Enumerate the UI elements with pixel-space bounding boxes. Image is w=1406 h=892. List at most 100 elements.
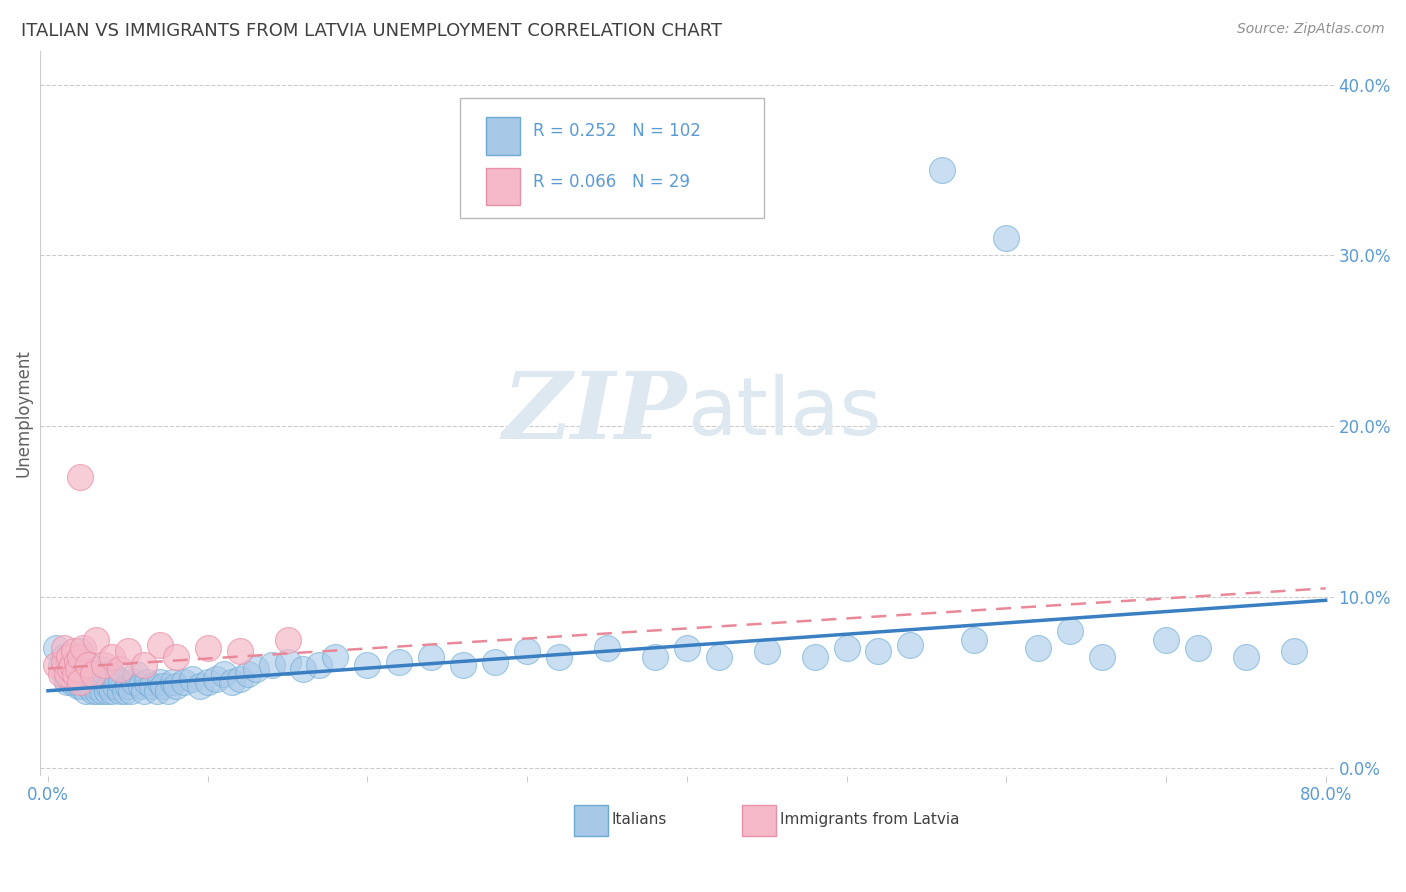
Point (69, 675, 91, 690)
Point (90, 661, 112, 675)
Point (152, 679, 174, 693)
Point (162, 675, 184, 690)
Point (117, 679, 139, 693)
Point (145, 683, 167, 698)
Point (165, 679, 187, 693)
Text: ZIP: ZIP (502, 368, 686, 458)
Point (101, 683, 124, 698)
Point (77, 658, 100, 673)
Point (276, 632, 298, 647)
Point (60, 675, 83, 690)
Text: atlas: atlas (686, 375, 882, 452)
Point (62, 644, 84, 658)
Point (60, 658, 83, 673)
Point (80, 666, 103, 681)
Point (69, 658, 91, 673)
Point (84, 679, 107, 693)
Text: R = 0.066   N = 29: R = 0.066 N = 29 (533, 173, 690, 191)
Point (52, 649, 75, 664)
Point (132, 658, 155, 673)
Point (108, 683, 131, 698)
Point (149, 675, 172, 690)
Point (308, 658, 330, 673)
Point (141, 679, 163, 693)
Point (52, 655, 75, 669)
Point (59, 649, 82, 664)
Point (58, 666, 80, 681)
Point (149, 638, 172, 652)
Point (707, 649, 730, 664)
Point (59, 661, 82, 675)
Point (73, 675, 96, 690)
Point (58, 649, 80, 664)
Point (69, 470, 91, 484)
Point (180, 672, 202, 686)
Point (835, 641, 858, 656)
Point (104, 679, 127, 693)
Point (82, 683, 104, 698)
Point (101, 666, 124, 681)
Point (62, 649, 84, 664)
Point (93, 675, 115, 690)
Point (644, 649, 666, 664)
Point (204, 672, 226, 686)
Point (1059, 624, 1081, 638)
Point (276, 655, 298, 669)
Point (96, 683, 118, 698)
FancyBboxPatch shape (742, 805, 776, 836)
Point (963, 632, 986, 647)
Point (129, 679, 152, 693)
Point (221, 675, 243, 690)
Point (1154, 632, 1177, 647)
Point (1187, 641, 1209, 656)
Point (75, 683, 97, 698)
FancyBboxPatch shape (486, 168, 520, 205)
Point (516, 644, 538, 658)
Point (675, 641, 697, 656)
Point (93, 658, 115, 673)
Point (125, 666, 148, 681)
Point (197, 641, 219, 656)
Point (77, 672, 100, 686)
Text: ITALIAN VS IMMIGRANTS FROM LATVIA UNEMPLOYMENT CORRELATION CHART: ITALIAN VS IMMIGRANTS FROM LATVIA UNEMPL… (21, 22, 723, 40)
Point (484, 655, 506, 669)
Point (52, 666, 75, 681)
Point (62, 666, 84, 681)
Y-axis label: Unemployment: Unemployment (15, 350, 32, 477)
Point (63, 666, 86, 681)
Point (66, 655, 89, 669)
Point (596, 641, 619, 656)
Point (197, 675, 219, 690)
Point (1091, 649, 1114, 664)
Point (900, 638, 922, 652)
Point (69, 649, 91, 664)
Point (94, 666, 117, 681)
FancyBboxPatch shape (574, 805, 607, 836)
Point (72, 655, 94, 669)
Point (69, 644, 91, 658)
Text: Source: ZipAtlas.com: Source: ZipAtlas.com (1237, 22, 1385, 37)
Point (156, 683, 179, 698)
Point (188, 679, 211, 693)
Point (45, 641, 67, 656)
Point (79, 679, 101, 693)
Point (56, 666, 79, 681)
FancyBboxPatch shape (460, 98, 765, 218)
Point (1282, 644, 1305, 658)
Text: Immigrants from Latvia: Immigrants from Latvia (780, 812, 959, 827)
Point (132, 683, 155, 698)
Point (87, 675, 110, 690)
Point (1026, 641, 1049, 656)
Point (110, 675, 132, 690)
Point (82, 672, 104, 686)
Point (165, 649, 187, 664)
Point (91, 683, 114, 698)
Point (84, 632, 107, 647)
Point (60, 658, 83, 673)
Point (451, 658, 474, 673)
Text: R = 0.252   N = 102: R = 0.252 N = 102 (533, 122, 700, 140)
Text: Italians: Italians (612, 812, 668, 827)
Point (105, 672, 128, 686)
Point (77, 658, 100, 673)
Point (803, 649, 825, 664)
